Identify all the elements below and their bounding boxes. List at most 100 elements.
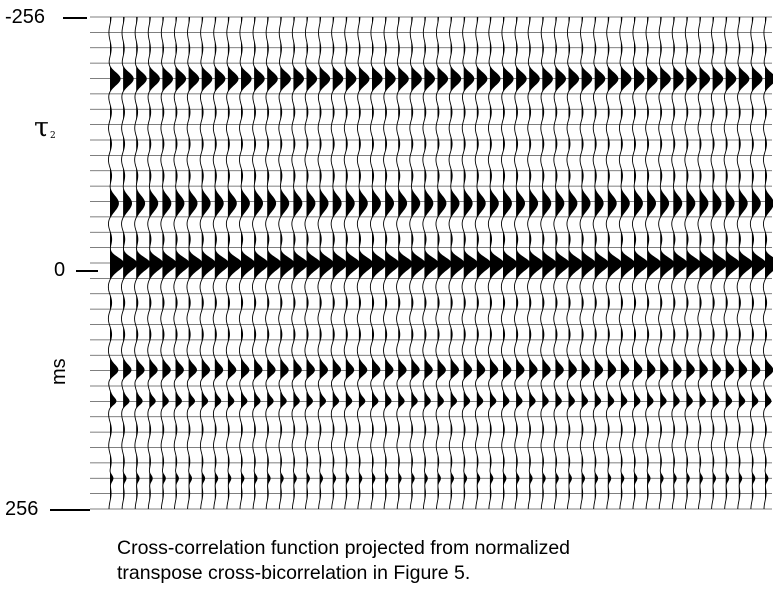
trace-fill: [634, 17, 648, 501]
trace: [435, 16, 452, 510]
caption-line-1: Cross-correlation function projected fro…: [117, 537, 571, 559]
trace-fill: [765, 17, 773, 501]
trace-fill: [241, 17, 255, 501]
trace-fill: [227, 17, 242, 501]
trace-fill: [542, 17, 557, 501]
trace: [592, 16, 610, 510]
trace: [212, 16, 230, 510]
trace-fill: [712, 17, 727, 501]
trace: [147, 16, 164, 510]
trace-fill: [358, 17, 373, 501]
trace-fill: [345, 17, 360, 501]
trace: [383, 16, 400, 510]
trace-fill: [686, 17, 701, 501]
trace: [684, 16, 701, 510]
trace-fill: [673, 17, 688, 501]
y-axis-symbol: τ2: [34, 114, 56, 150]
trace: [409, 16, 426, 510]
trace-fill: [162, 17, 177, 501]
trace: [762, 16, 773, 510]
trace: [396, 16, 413, 510]
trace-fill: [149, 17, 164, 501]
trace-fill: [450, 17, 465, 501]
trace: [134, 16, 151, 510]
trace: [500, 16, 518, 510]
trace-fill: [751, 17, 766, 501]
caption-line-2: transpose cross-bicorrelation in Figure …: [117, 562, 471, 584]
y-axis-symbol-subscript: 2: [49, 131, 56, 141]
trace: [749, 16, 767, 510]
trace-fill: [319, 17, 334, 501]
trace-fill: [385, 17, 399, 501]
trace-fill: [254, 17, 268, 501]
trace: [199, 16, 217, 510]
trace: [121, 16, 138, 510]
trace: [356, 16, 374, 510]
trace-fill: [306, 17, 321, 501]
trace: [579, 16, 596, 510]
trace-fill: [188, 17, 203, 501]
y-tick-dash-top: [63, 17, 87, 19]
trace: [697, 16, 714, 510]
trace: [238, 16, 256, 510]
trace-fill: [110, 17, 124, 501]
trace: [343, 16, 361, 510]
trace-fill: [738, 17, 753, 501]
trace: [291, 16, 308, 510]
trace-fill: [293, 17, 308, 501]
trace-fill: [332, 17, 347, 501]
trace-fill: [503, 17, 517, 501]
trace: [553, 16, 570, 510]
trace-fill: [529, 17, 544, 501]
trace: [631, 16, 649, 510]
trace: [186, 16, 203, 510]
trace-fill: [411, 17, 426, 501]
trace: [658, 16, 675, 510]
trace: [736, 16, 754, 510]
trace: [369, 16, 387, 510]
trace: [252, 16, 269, 510]
trace-fill: [175, 17, 190, 501]
trace-fill: [725, 17, 740, 501]
trace: [448, 16, 465, 510]
trace-fill: [660, 17, 675, 501]
trace-fill: [424, 17, 439, 501]
trace-fill: [214, 17, 229, 501]
trace-fill: [516, 17, 530, 501]
trace: [474, 16, 492, 510]
trace: [605, 16, 623, 510]
figure-caption: Cross-correlation function projected fro…: [117, 536, 737, 586]
trace-fill: [267, 17, 282, 501]
trace-fill: [476, 17, 491, 501]
trace: [461, 16, 479, 510]
trace: [645, 16, 662, 510]
trace: [330, 16, 348, 510]
trace-fill: [201, 17, 216, 501]
trace: [278, 16, 295, 510]
trace: [173, 16, 190, 510]
trace: [422, 16, 439, 510]
trace: [160, 16, 177, 510]
trace-fill: [568, 17, 583, 501]
trace-fill: [123, 17, 137, 501]
trace-fill: [489, 17, 504, 501]
trace: [710, 16, 727, 510]
trace-fill: [437, 17, 452, 501]
trace: [265, 16, 282, 510]
y-tick-label-top: -256: [5, 6, 46, 28]
trace: [566, 16, 583, 510]
trace: [107, 16, 125, 510]
trace-fill: [398, 17, 413, 501]
trace: [514, 16, 531, 510]
trace: [671, 16, 688, 510]
trace-group: [107, 16, 773, 510]
trace-fill: [699, 17, 714, 501]
trace: [487, 16, 505, 510]
trace-fill: [620, 17, 635, 501]
trace-fill: [463, 17, 478, 501]
trace-fill: [594, 17, 609, 501]
trace: [618, 16, 636, 510]
y-axis-unit: ms: [48, 358, 70, 385]
